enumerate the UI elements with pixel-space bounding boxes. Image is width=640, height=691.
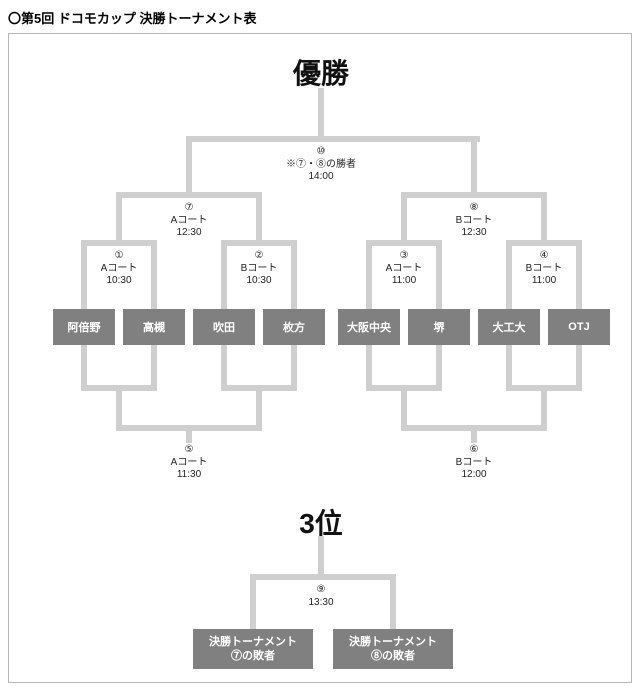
match-court: Bコート bbox=[241, 263, 278, 276]
match-court: Bコート bbox=[456, 215, 493, 228]
match-semi-right: ⑧ Bコート 12:30 bbox=[456, 202, 493, 240]
bracket-line bbox=[471, 136, 477, 192]
match-num: ③ bbox=[386, 250, 423, 263]
bracket-line bbox=[366, 240, 372, 309]
team-8: OTJ bbox=[548, 309, 610, 345]
bracket-line bbox=[366, 345, 372, 385]
match-final: ⑩ ※⑦・⑧の勝者 14:00 bbox=[286, 146, 356, 184]
bracket-line bbox=[401, 192, 547, 198]
bracket-line bbox=[151, 345, 157, 385]
team-4: 枚方 bbox=[263, 309, 325, 345]
match-qf-3: ③ Aコート 11:00 bbox=[386, 250, 423, 288]
third-entrant-right: 決勝トーナメント ⑧の敗者 bbox=[333, 629, 453, 669]
bracket-line bbox=[221, 345, 227, 385]
bracket-line bbox=[81, 240, 87, 309]
match-num: ⑥ bbox=[456, 444, 493, 457]
match-court: Aコート bbox=[386, 263, 423, 276]
page-title: 〇第5回 ドコモカップ 決勝トーナメント表 bbox=[8, 8, 632, 27]
match-court: Bコート bbox=[456, 457, 493, 470]
bracket-line bbox=[471, 425, 477, 443]
bracket-line bbox=[401, 192, 407, 240]
bracket-line bbox=[81, 240, 157, 246]
match-time: 10:30 bbox=[241, 275, 278, 288]
bracket-line bbox=[291, 240, 297, 309]
bracket-line bbox=[151, 240, 157, 309]
bracket-line bbox=[390, 574, 396, 629]
team-3: 吹田 bbox=[193, 309, 255, 345]
team-1: 阿倍野 bbox=[53, 309, 115, 345]
bracket-line bbox=[116, 192, 122, 240]
bracket-line bbox=[506, 240, 512, 309]
bracket-line bbox=[541, 192, 547, 240]
match-semi-left: ⑦ Aコート 12:30 bbox=[171, 202, 208, 240]
bracket-line bbox=[186, 136, 192, 192]
match-time: 10:30 bbox=[101, 275, 138, 288]
match-time: 12:30 bbox=[456, 227, 493, 240]
bracket-line bbox=[221, 240, 227, 309]
match-num: ⑩ bbox=[286, 146, 356, 159]
bracket-line bbox=[318, 536, 324, 574]
bracket-line bbox=[186, 425, 192, 443]
bracket-line bbox=[221, 240, 297, 246]
team-2: 高槻 bbox=[123, 309, 185, 345]
bracket-line bbox=[576, 345, 582, 385]
match-court: Aコート bbox=[171, 215, 208, 228]
match-time: 14:00 bbox=[286, 171, 356, 184]
match-court: Bコート bbox=[526, 263, 563, 276]
bracket-line bbox=[436, 240, 442, 309]
match-time: 11:00 bbox=[526, 275, 563, 288]
champion-label: 優勝 bbox=[293, 52, 349, 92]
bracket-line bbox=[250, 574, 256, 629]
bracket-line bbox=[506, 345, 512, 385]
match-time: 13:30 bbox=[308, 597, 333, 610]
match-num: ⑤ bbox=[171, 444, 208, 457]
bracket-line bbox=[541, 385, 547, 425]
match-qf-1: ① Aコート 10:30 bbox=[101, 250, 138, 288]
match-court: Aコート bbox=[171, 457, 208, 470]
bracket-line bbox=[366, 240, 442, 246]
bracket-line bbox=[436, 345, 442, 385]
bracket-frame: 優勝 ⑩ ※⑦・⑧の勝者 14:00 ⑦ Aコート 12:30 ⑧ Bコート 1… bbox=[8, 33, 632, 683]
match-num: ⑧ bbox=[456, 202, 493, 215]
match-qf-2: ② Bコート 10:30 bbox=[241, 250, 278, 288]
match-num: ④ bbox=[526, 250, 563, 263]
match-note: ※⑦・⑧の勝者 bbox=[286, 159, 356, 172]
bracket-line bbox=[291, 345, 297, 385]
match-time: 12:30 bbox=[171, 227, 208, 240]
team-5: 大阪中央 bbox=[338, 309, 400, 345]
match-third: ⑨ 13:30 bbox=[308, 584, 333, 609]
match-num: ⑦ bbox=[171, 202, 208, 215]
bracket-line bbox=[256, 385, 262, 425]
bracket-line bbox=[256, 192, 262, 240]
match-num: ⑨ bbox=[308, 584, 333, 597]
bracket-line bbox=[250, 574, 396, 580]
team-6: 堺 bbox=[408, 309, 470, 345]
match-court: Aコート bbox=[101, 263, 138, 276]
match-num: ① bbox=[101, 250, 138, 263]
bracket-line bbox=[401, 385, 407, 425]
match-time: 11:30 bbox=[171, 469, 208, 482]
third-entrant-left: 決勝トーナメント ⑦の敗者 bbox=[193, 629, 313, 669]
match-time: 12:00 bbox=[456, 469, 493, 482]
bracket-line bbox=[186, 136, 480, 142]
bracket-line bbox=[576, 240, 582, 309]
match-lower-right: ⑥ Bコート 12:00 bbox=[456, 444, 493, 482]
match-num: ② bbox=[241, 250, 278, 263]
match-qf-4: ④ Bコート 11:00 bbox=[526, 250, 563, 288]
bracket-line bbox=[318, 88, 324, 142]
match-time: 11:00 bbox=[386, 275, 423, 288]
bracket-line bbox=[116, 385, 122, 425]
bracket-line bbox=[116, 192, 262, 198]
bracket-line bbox=[506, 240, 582, 246]
bracket-line bbox=[81, 345, 87, 385]
match-lower-left: ⑤ Aコート 11:30 bbox=[171, 444, 208, 482]
team-7: 大工大 bbox=[478, 309, 540, 345]
